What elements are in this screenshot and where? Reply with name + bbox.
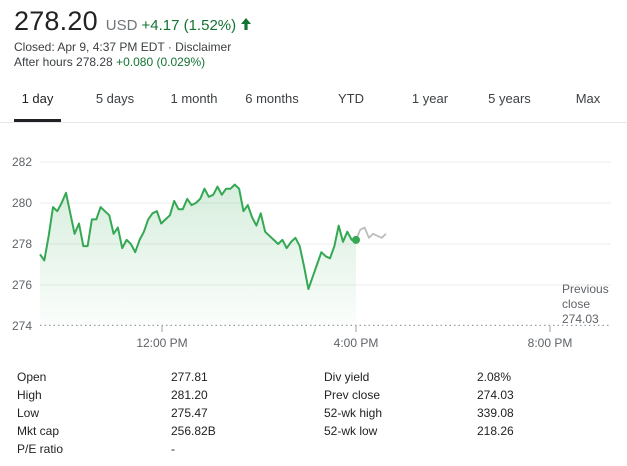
price-change: +4.17 (1.52%) bbox=[141, 17, 237, 34]
stat-value: 281.20 bbox=[171, 388, 208, 402]
previous-close-label: close bbox=[562, 297, 590, 311]
x-tick-label: 4:00 PM bbox=[334, 336, 379, 350]
y-tick-label: 280 bbox=[12, 196, 32, 210]
y-tick-label: 282 bbox=[12, 155, 32, 169]
currency-label: USD bbox=[105, 17, 138, 34]
price-chart: 274 276 278 280 282 12:00 PM 4:00 PM 8:00 PM Pre… bbox=[12, 155, 611, 350]
stat-value: 274.03 bbox=[477, 388, 514, 402]
y-tick-label: 274 bbox=[12, 319, 32, 333]
stat-label: P/E ratio bbox=[17, 442, 64, 456]
stat-value: 277.81 bbox=[171, 370, 208, 384]
quote-header: 278.20 USD +4.17 (1.52%) Closed: Apr 9, … bbox=[14, 6, 253, 70]
tab-5-days[interactable]: 5 days bbox=[95, 91, 135, 106]
y-tick-label: 276 bbox=[12, 278, 32, 292]
price-line bbox=[39, 183, 356, 291]
after-hours-row: After hours 278.28 +0.080 (0.029%) bbox=[14, 55, 253, 70]
tab-6-months[interactable]: 6 months bbox=[245, 91, 299, 106]
stat-label: 52-wk low bbox=[324, 424, 378, 438]
current-price-dot bbox=[352, 235, 360, 244]
tabs-divider bbox=[0, 122, 627, 123]
stat-value: - bbox=[171, 442, 175, 456]
after-hours-line bbox=[355, 226, 387, 241]
range-tabs: 1 day 5 days 1 month 6 months YTD 1 year… bbox=[0, 84, 627, 122]
previous-close-label: 274.03 bbox=[562, 312, 599, 326]
stat-label: 52-wk high bbox=[324, 406, 383, 420]
stat-value: 256.82B bbox=[171, 424, 216, 438]
stat-label: High bbox=[17, 388, 42, 402]
price-row: 278.20 USD +4.17 (1.52%) bbox=[14, 6, 253, 37]
tab-1-day[interactable]: 1 day bbox=[14, 84, 61, 122]
stat-value: 2.08% bbox=[477, 370, 512, 384]
tab-max[interactable]: Max bbox=[575, 91, 601, 106]
y-tick-label: 278 bbox=[12, 237, 32, 251]
stat-value: 339.08 bbox=[477, 406, 514, 420]
x-tick-label: 8:00 PM bbox=[528, 336, 573, 350]
closed-status: Closed: Apr 9, 4:37 PM EDT · Disclaimer bbox=[14, 40, 232, 54]
stat-label: Prev close bbox=[324, 388, 381, 402]
stock-price: 278.20 bbox=[14, 6, 98, 36]
stat-value: 218.26 bbox=[477, 424, 514, 438]
x-tick-label: 12:00 PM bbox=[136, 336, 187, 350]
previous-close-label: Previous bbox=[562, 282, 609, 296]
stat-label: Div yield bbox=[324, 370, 370, 384]
stat-label: Open bbox=[17, 370, 47, 384]
stat-label: Mkt cap bbox=[17, 424, 60, 438]
after-hours-change: +0.080 (0.029%) bbox=[116, 55, 206, 69]
stat-value: 275.47 bbox=[171, 406, 208, 420]
tab-ytd[interactable]: YTD bbox=[338, 91, 364, 106]
after-hours-label: After hours 278.28 bbox=[14, 55, 113, 69]
stat-label: Low bbox=[17, 406, 40, 420]
tab-1-month[interactable]: 1 month bbox=[170, 91, 218, 106]
tab-5-years[interactable]: 5 years bbox=[488, 91, 531, 106]
tab-1-year[interactable]: 1 year bbox=[411, 91, 449, 106]
price-area bbox=[40, 184, 356, 326]
up-arrow-icon bbox=[241, 18, 252, 30]
